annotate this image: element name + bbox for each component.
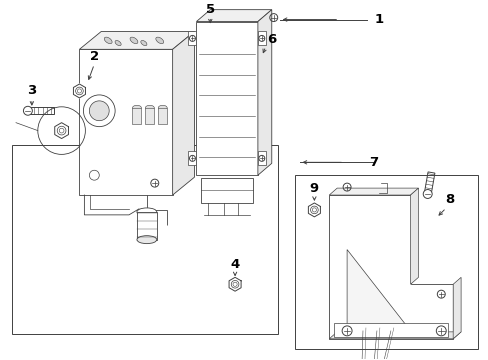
Text: 4: 4: [230, 258, 239, 271]
Polygon shape: [257, 10, 271, 175]
Ellipse shape: [137, 236, 157, 244]
Text: 8: 8: [445, 193, 454, 207]
Ellipse shape: [156, 37, 163, 44]
Text: 3: 3: [27, 85, 37, 98]
Bar: [188, 31, 196, 45]
Bar: [132, 108, 141, 124]
Circle shape: [423, 189, 431, 198]
Bar: [196, 22, 257, 175]
Bar: [145, 108, 154, 124]
Ellipse shape: [130, 37, 138, 44]
Bar: [158, 108, 167, 124]
Polygon shape: [452, 277, 460, 339]
Polygon shape: [73, 84, 85, 98]
Ellipse shape: [115, 40, 121, 46]
Circle shape: [83, 95, 115, 127]
Polygon shape: [172, 31, 194, 195]
Text: 7: 7: [368, 156, 378, 169]
Text: 2: 2: [90, 50, 99, 63]
Polygon shape: [308, 203, 320, 217]
Ellipse shape: [141, 40, 146, 46]
Ellipse shape: [104, 37, 112, 44]
Bar: [201, 178, 252, 203]
Ellipse shape: [158, 105, 167, 110]
Polygon shape: [55, 123, 68, 139]
Text: 9: 9: [309, 181, 318, 195]
Ellipse shape: [137, 208, 157, 216]
Circle shape: [89, 101, 109, 121]
Bar: [188, 152, 196, 165]
Bar: [12, 145, 277, 334]
Polygon shape: [328, 195, 452, 339]
Bar: [333, 323, 447, 337]
Text: 6: 6: [266, 33, 276, 46]
Polygon shape: [196, 10, 271, 22]
Polygon shape: [79, 31, 194, 49]
Polygon shape: [328, 332, 460, 339]
Bar: [257, 31, 265, 45]
Polygon shape: [410, 188, 418, 284]
Text: 1: 1: [373, 13, 383, 26]
Ellipse shape: [145, 105, 154, 110]
Bar: [79, 49, 172, 195]
Ellipse shape: [132, 105, 141, 110]
Polygon shape: [328, 188, 418, 195]
Text: 5: 5: [205, 3, 214, 16]
Bar: [294, 175, 477, 349]
Polygon shape: [228, 277, 241, 291]
Circle shape: [23, 106, 32, 115]
Polygon shape: [346, 249, 410, 331]
Bar: [137, 212, 157, 240]
Bar: [257, 152, 265, 165]
